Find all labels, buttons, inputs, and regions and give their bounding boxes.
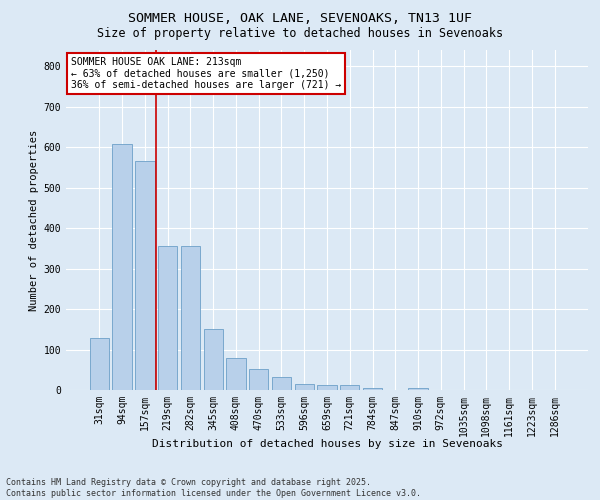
Bar — [226, 358, 245, 390]
Text: SOMMER HOUSE OAK LANE: 213sqm
← 63% of detached houses are smaller (1,250)
36% o: SOMMER HOUSE OAK LANE: 213sqm ← 63% of d… — [71, 57, 341, 90]
Bar — [295, 384, 314, 390]
Bar — [249, 369, 268, 390]
Text: Size of property relative to detached houses in Sevenoaks: Size of property relative to detached ho… — [97, 28, 503, 40]
X-axis label: Distribution of detached houses by size in Sevenoaks: Distribution of detached houses by size … — [151, 439, 503, 449]
Bar — [272, 376, 291, 390]
Bar — [409, 388, 428, 390]
Bar — [158, 246, 178, 390]
Bar — [340, 384, 359, 390]
Text: SOMMER HOUSE, OAK LANE, SEVENOAKS, TN13 1UF: SOMMER HOUSE, OAK LANE, SEVENOAKS, TN13 … — [128, 12, 472, 26]
Bar — [317, 384, 337, 390]
Bar — [135, 162, 155, 390]
Bar — [203, 330, 223, 390]
Bar — [181, 246, 200, 390]
Bar — [363, 388, 382, 390]
Bar — [112, 144, 132, 390]
Y-axis label: Number of detached properties: Number of detached properties — [29, 130, 40, 310]
Text: Contains HM Land Registry data © Crown copyright and database right 2025.
Contai: Contains HM Land Registry data © Crown c… — [6, 478, 421, 498]
Bar — [90, 338, 109, 390]
